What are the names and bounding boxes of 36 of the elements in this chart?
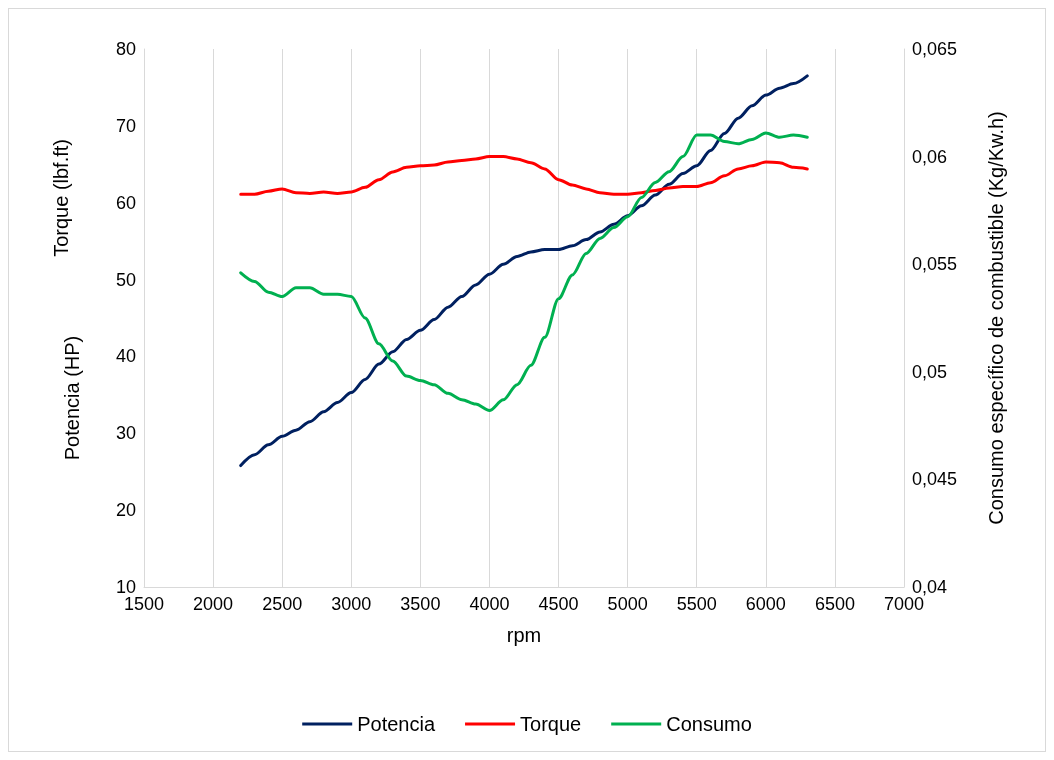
y2-tick-label: 0,055 [912, 254, 958, 275]
y-tick-label: 40 [115, 346, 136, 367]
x-tick-label: 2500 [262, 594, 303, 614]
x-tick-label: 7000 [883, 594, 925, 614]
y2-tick-label: 0,065 [912, 39, 958, 59]
y2-tick-label: 0,06 [912, 146, 948, 167]
x-tick-label: 5000 [607, 594, 648, 614]
y-tick-label: 30 [115, 423, 136, 444]
y-tick-label: 20 [115, 500, 136, 521]
x-tick-label: 2000 [193, 594, 234, 614]
x-tick-label: 1500 [123, 594, 165, 614]
line-series [239, 155, 809, 196]
y2-tick-label: 0,04 [912, 577, 948, 597]
line-series [239, 74, 809, 468]
x-tick-label: 6000 [745, 594, 786, 614]
x-tick-label: 4000 [469, 594, 510, 614]
x-tick-label: 4500 [538, 594, 579, 614]
y-axis-title: Potencia (HP) [61, 335, 83, 461]
text: Torque (lbf.ft) [50, 138, 72, 257]
legend-label: Consumo [666, 713, 752, 735]
y-tick-label: 50 [115, 269, 136, 290]
y2-axis-title: Consumo específico de combustible (Kg/Kw.h) [985, 111, 1007, 525]
x-axis-title: rpm [506, 624, 542, 646]
y-tick-label: 80 [115, 39, 136, 59]
line-series [239, 131, 809, 413]
legend-label: Potencia [357, 713, 436, 735]
y-tick-label: 60 [115, 192, 136, 213]
x-tick-label: 3500 [400, 594, 441, 614]
x-tick-label: 6500 [814, 594, 855, 614]
legend-label: Torque [520, 713, 582, 735]
y2-tick-label: 0,05 [912, 361, 948, 382]
y-tick-label: 70 [115, 115, 136, 136]
y-tick-label: 10 [115, 577, 136, 597]
x-tick-label: 3000 [331, 594, 372, 614]
y2-tick-label: 0,045 [912, 469, 958, 490]
x-tick-label: 5500 [676, 594, 717, 614]
